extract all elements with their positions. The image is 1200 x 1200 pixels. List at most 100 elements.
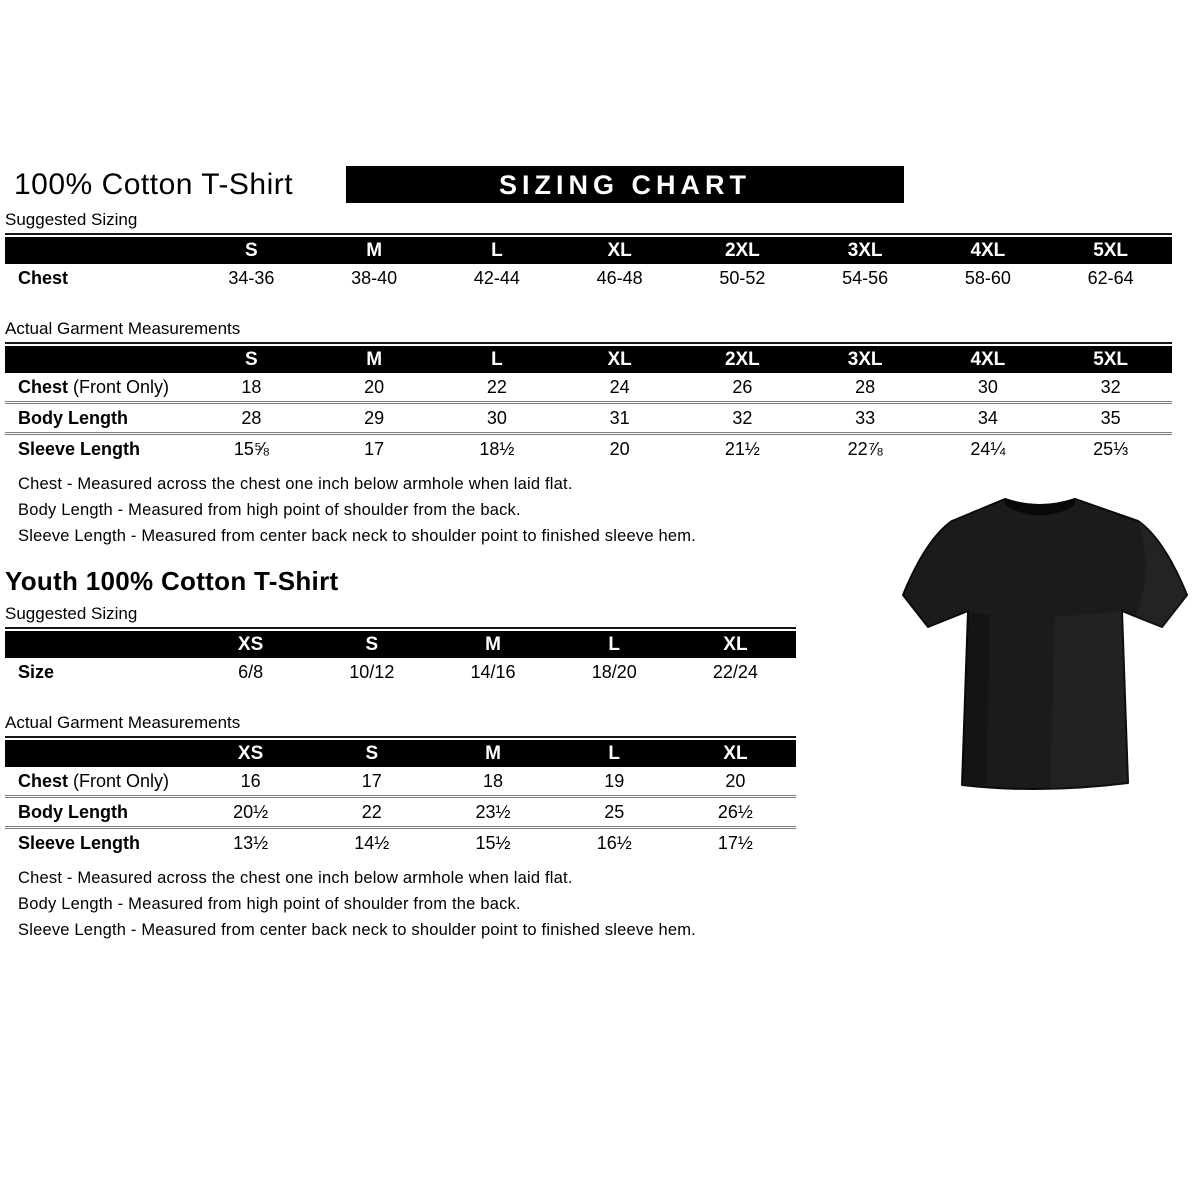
measurement-value: 54-56	[842, 268, 889, 288]
t-shirt-photo	[890, 476, 1200, 808]
measurement-value: 42-44	[473, 268, 520, 288]
measurement-value: 16½	[596, 833, 632, 853]
row-label: Body Length	[18, 408, 128, 428]
adult-actual-measurements-table: S M L XL 2XL 3XL 4XL 5XL Chest (Front On…	[5, 342, 1172, 463]
row-label: Chest (Front Only)	[5, 767, 190, 795]
size-col-header: L	[608, 634, 621, 655]
adult-suggested-sizing-label: Suggested Sizing	[5, 210, 138, 229]
measurement-value: 20	[609, 439, 630, 459]
table-header-row: S M L XL 2XL 3XL 4XL 5XL	[5, 237, 1172, 264]
row-label-bold: Chest	[18, 771, 69, 791]
size-col-header: M	[485, 634, 501, 655]
note-body-length: Body Length - Measured from high point o…	[18, 501, 521, 519]
table-row-size: Size 6/8 10/12 14/16 18/20 22/24	[5, 658, 796, 686]
youth-suggested-sizing-label: Suggested Sizing	[5, 604, 138, 623]
size-col-header: S	[365, 634, 379, 655]
measurement-value: 50-52	[719, 268, 766, 288]
measurement-value: 22	[486, 377, 507, 397]
measurement-value: 28	[241, 408, 262, 428]
table-top-rule	[5, 342, 1172, 344]
table-corner-cell	[5, 237, 190, 264]
size-col-header: L	[491, 240, 503, 261]
adult-measurement-notes: Chest - Measured across the chest one in…	[18, 476, 1200, 545]
measurement-value: 32	[732, 408, 753, 428]
measurement-value: 33	[855, 408, 876, 428]
table-corner-cell	[5, 631, 190, 658]
measurement-value: 10/12	[349, 662, 395, 682]
table-header-row: S M L XL 2XL 3XL 4XL 5XL	[5, 346, 1172, 373]
note-chest: Chest - Measured across the chest one in…	[18, 475, 573, 493]
table-row: Chest 34-36 38-40 42-44 46-48 50-52 54-5…	[5, 264, 1172, 292]
measurement-value: 34-36	[228, 268, 275, 288]
measurement-value: 13½	[233, 833, 269, 853]
size-col-header: 2XL	[724, 349, 760, 370]
table-top-rule	[5, 233, 1172, 235]
table-row-sleeve-length: Sleeve Length 15⅝ 17 18½ 20 21½ 22⅞ 24¼ …	[5, 432, 1172, 463]
size-col-header: M	[366, 349, 383, 370]
row-label-note: (Front Only)	[73, 771, 170, 791]
page-title: 100% Cotton T-Shirt	[14, 168, 294, 201]
measurement-value: 24	[609, 377, 630, 397]
size-col-header: 2XL	[724, 240, 760, 261]
measurement-value: 30	[486, 408, 507, 428]
row-label: Sleeve Length	[18, 833, 141, 853]
measurement-value: 18	[241, 377, 262, 397]
measurement-value: 28	[855, 377, 876, 397]
youth-actual-measurements-table: XS S M L XL Chest (Front Only) 16 17 18 …	[5, 736, 796, 857]
note-chest: Chest - Measured across the chest one in…	[18, 869, 573, 887]
youth-measurement-notes: Chest - Measured across the chest one in…	[18, 870, 1200, 939]
measurement-value: 20½	[233, 802, 269, 822]
size-col-header: M	[485, 743, 501, 764]
measurement-value: 18/20	[591, 662, 637, 682]
measurement-value: 29	[364, 408, 385, 428]
table-top-rule	[5, 736, 796, 738]
measurement-value: 16	[240, 771, 261, 791]
measurement-value: 22/24	[712, 662, 758, 682]
row-label: Chest	[18, 268, 69, 288]
measurement-value: 30	[977, 377, 998, 397]
measurement-value: 14½	[354, 833, 390, 853]
table-row-chest: Chest (Front Only) 18 20 22 24 26 28 30 …	[5, 373, 1172, 401]
t-shirt-image	[902, 498, 1188, 791]
measurement-value: 18	[482, 771, 504, 791]
measurement-value: 22⅞	[847, 439, 883, 459]
measurement-value: 18½	[479, 439, 515, 459]
measurement-value: 25⅓	[1093, 439, 1129, 459]
size-col-header: 4XL	[970, 349, 1006, 370]
measurement-value: 46-48	[596, 268, 643, 288]
measurement-value: 20	[725, 771, 746, 791]
measurement-value: 26	[732, 377, 753, 397]
size-col-header: 3XL	[847, 349, 883, 370]
row-label-bold: Chest	[18, 377, 69, 397]
youth-actual-measurements-label: Actual Garment Measurements	[5, 713, 241, 732]
size-col-header: 5XL	[1093, 349, 1129, 370]
size-col-header: XL	[723, 634, 748, 655]
table-row-sleeve-length: Sleeve Length 13½ 14½ 15½ 16½ 17½	[5, 826, 796, 857]
table-corner-cell	[5, 346, 190, 373]
size-col-header: XL	[607, 240, 632, 261]
youth-section-title: Youth 100% Cotton T-Shirt	[5, 566, 339, 596]
size-col-header: 4XL	[970, 240, 1006, 261]
row-label: Chest (Front Only)	[5, 373, 190, 401]
adult-suggested-sizing-table: S M L XL 2XL 3XL 4XL 5XL Chest 34-36 38-…	[5, 233, 1172, 292]
size-col-header: XL	[607, 349, 632, 370]
measurement-value: 26½	[717, 802, 753, 822]
measurement-value: 24¼	[970, 439, 1006, 459]
note-body-length: Body Length - Measured from high point o…	[18, 895, 521, 913]
measurement-value: 23½	[475, 802, 511, 822]
size-col-header: 5XL	[1093, 240, 1129, 261]
youth-section: Youth 100% Cotton T-Shirt Suggested Sizi…	[5, 566, 1200, 939]
page-header: 100% Cotton T-Shirt SIZING CHART	[5, 166, 1200, 203]
measurement-value: 35	[1100, 408, 1121, 428]
adult-section: Suggested Sizing S M L XL 2XL 3XL 4XL 5X…	[5, 210, 1200, 545]
size-col-header: L	[491, 349, 503, 370]
table-row-chest: Chest (Front Only) 16 17 18 19 20	[5, 767, 796, 795]
measurement-value: 15½	[475, 833, 511, 853]
measurement-value: 31	[609, 408, 630, 428]
row-label-note: (Front Only)	[73, 377, 170, 397]
table-header-row: XS S M L XL	[5, 740, 796, 767]
table-row-body-length: Body Length 28 29 30 31 32 33 34 35	[5, 401, 1172, 432]
measurement-value: 19	[604, 771, 625, 791]
measurement-value: 6/8	[238, 662, 264, 682]
